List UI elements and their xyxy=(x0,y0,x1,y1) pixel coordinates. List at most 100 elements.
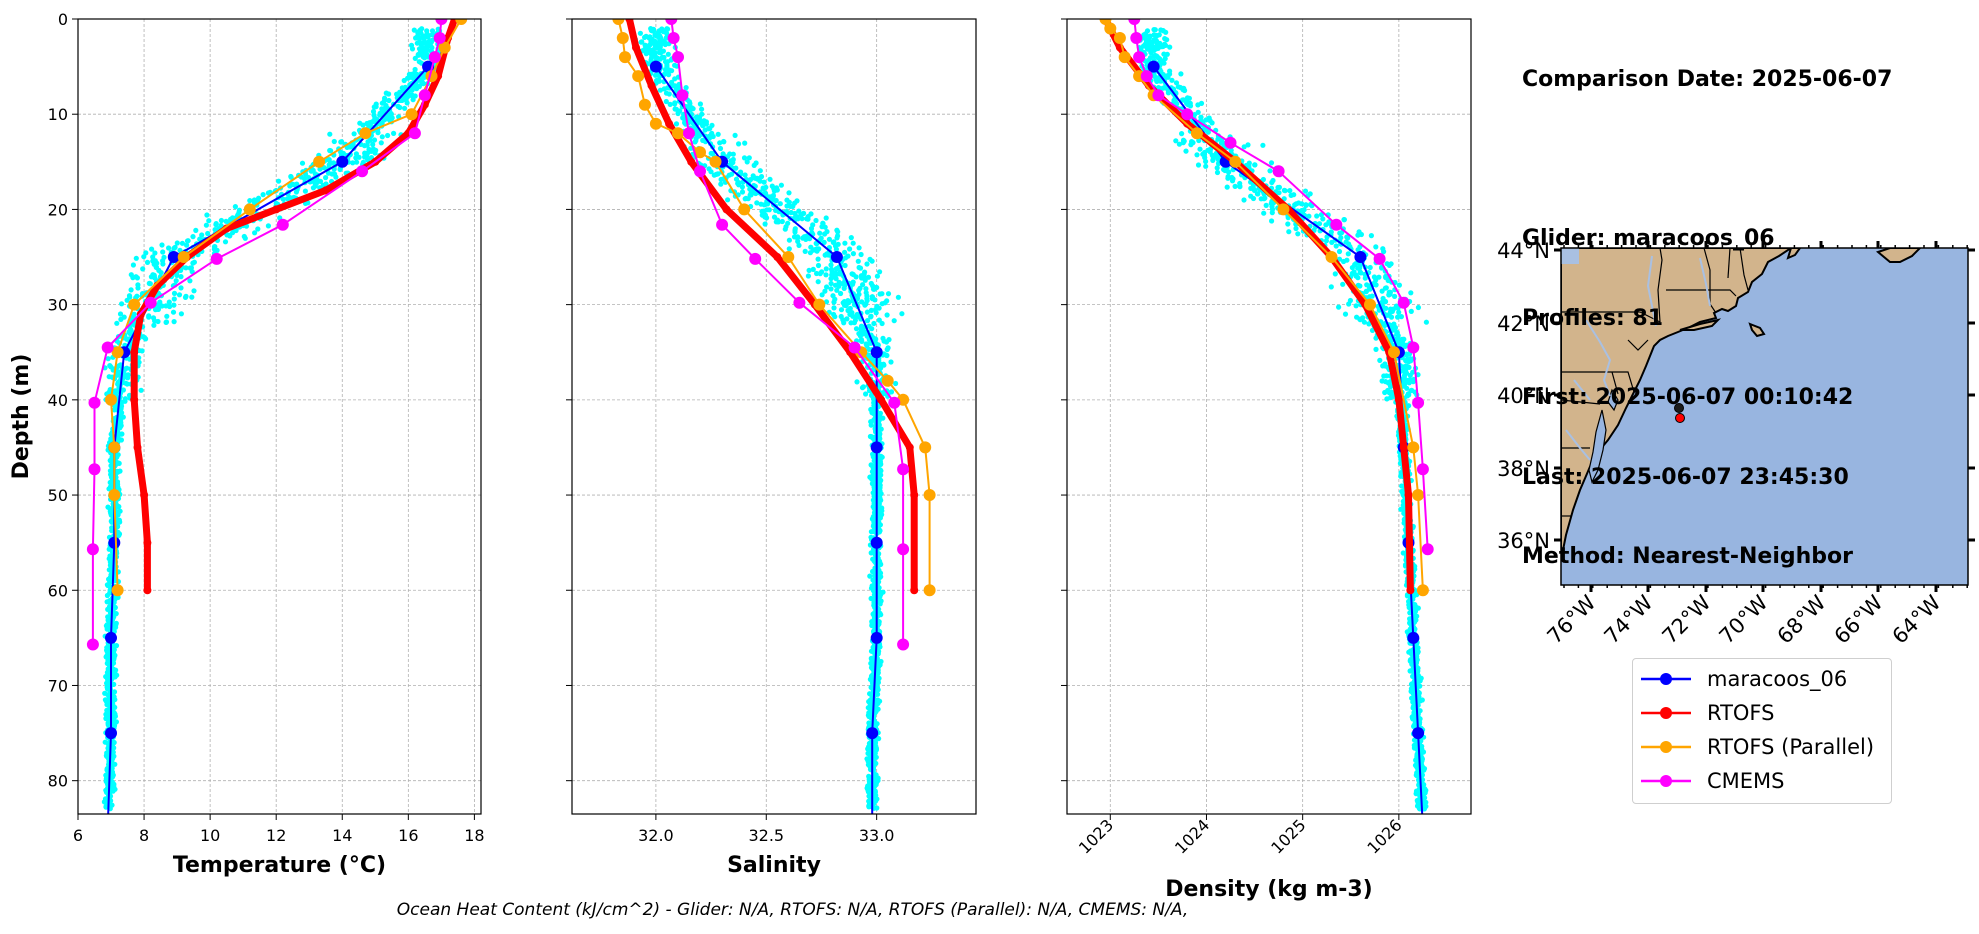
x-tick-label: 6 xyxy=(73,826,83,845)
y-tick-label: 80 xyxy=(48,772,68,791)
glider-obs-point xyxy=(222,239,229,245)
glider-obs-point xyxy=(858,251,864,258)
glider-obs-point xyxy=(114,320,120,326)
series-cmems xyxy=(86,19,448,651)
glider-obs-point xyxy=(832,314,838,320)
glider-obs-point xyxy=(877,291,883,297)
glider-obs-point xyxy=(815,279,821,285)
glider-obs-point xyxy=(1373,244,1379,250)
glider-obs-point xyxy=(899,311,905,317)
glider-obs-point xyxy=(665,71,671,77)
glider-obs-point xyxy=(1181,138,1187,144)
glider-obs-point xyxy=(1195,162,1202,168)
glider-obs-point xyxy=(118,431,124,437)
x-tick-label: 33.0 xyxy=(859,826,895,845)
glider-obs-point xyxy=(1281,187,1287,193)
glider-obs-point xyxy=(124,336,130,342)
glider-obs-point xyxy=(241,233,247,240)
glider-obs-point xyxy=(875,775,881,781)
glider-obs-point xyxy=(871,482,877,488)
glider-obs-point xyxy=(150,254,156,260)
glider-obs-point xyxy=(792,229,798,235)
glider-obs-point xyxy=(824,284,830,290)
glider-obs-point xyxy=(203,222,209,228)
glider-obs-point xyxy=(637,30,644,36)
glider-obs-point xyxy=(1404,629,1410,635)
series-point xyxy=(105,393,117,406)
series-point xyxy=(910,586,919,595)
glider-obs-point xyxy=(847,246,853,252)
glider-obs-point xyxy=(838,290,844,297)
glider-obs-point xyxy=(211,244,218,250)
series-point xyxy=(672,51,684,64)
series-point xyxy=(438,41,451,54)
glider-obs-point xyxy=(717,140,723,146)
x-tick-label: 10 xyxy=(200,826,220,845)
glider-obs-point xyxy=(189,269,195,275)
glider-obs-point xyxy=(1395,314,1401,320)
glider-obs-point xyxy=(1373,346,1379,352)
glider-obs-point xyxy=(151,322,157,328)
glider-obs-point xyxy=(401,77,407,84)
glider-obs-point xyxy=(761,179,767,185)
glider-obs-point xyxy=(116,531,123,537)
glider-obs-point xyxy=(1353,261,1359,267)
glider-obs-point xyxy=(850,240,856,246)
glider-obs-point xyxy=(353,155,359,161)
glider-obs-point xyxy=(1183,148,1189,154)
series-point xyxy=(632,70,645,83)
glider-obs-point xyxy=(884,346,890,353)
glider-obs-point xyxy=(648,41,654,47)
glider-obs-point xyxy=(878,574,884,580)
glider-obs-point xyxy=(869,583,875,589)
glider-obs-point xyxy=(803,236,809,242)
glider-obs-point xyxy=(658,35,664,41)
glider-obs-point xyxy=(111,753,117,759)
glider-obs-point xyxy=(424,51,430,57)
glider-obs-point xyxy=(302,188,308,194)
glider-obs-point xyxy=(1396,282,1402,288)
glider-obs-point xyxy=(821,239,827,245)
glider-obs-point xyxy=(802,248,808,254)
glider-obs-point xyxy=(717,145,724,152)
glider-obs-point xyxy=(888,359,894,365)
series-point xyxy=(632,43,640,52)
glider-obs-point xyxy=(1343,239,1349,245)
glider-obs-point xyxy=(697,101,704,107)
glider-obs-point xyxy=(1270,177,1276,184)
glider-obs-point xyxy=(649,55,655,61)
glider-obs-point xyxy=(332,171,338,177)
glider-obs-point xyxy=(869,326,875,332)
series-line xyxy=(91,19,443,645)
glider-obs-point xyxy=(1355,282,1361,288)
glider-obs-point xyxy=(280,196,286,202)
glider-obs-point xyxy=(869,355,875,361)
glider-obs-point xyxy=(878,497,884,503)
glider-obs-point xyxy=(193,227,199,233)
glider-obs-point xyxy=(666,91,672,97)
glider-obs-point xyxy=(104,707,110,714)
glider-obs-point xyxy=(395,103,401,109)
glider-scatter xyxy=(1133,27,1429,812)
series-point xyxy=(676,89,689,102)
glider-obs-point xyxy=(869,619,875,625)
glider-obs-point xyxy=(288,173,294,180)
glider-obs-point xyxy=(1155,85,1162,91)
glider-obs-point xyxy=(312,180,318,186)
glider-obs-point xyxy=(171,296,177,302)
series-point xyxy=(881,374,894,387)
series-point xyxy=(130,348,139,357)
glider-obs-point xyxy=(370,141,376,148)
glider-obs-point xyxy=(744,159,750,165)
glider-obs-point xyxy=(106,389,112,395)
glider-obs-point xyxy=(111,721,117,727)
glider-obs-point xyxy=(1269,218,1275,224)
glider-obs-point xyxy=(854,379,860,385)
glider-obs-point xyxy=(764,215,770,221)
series-point xyxy=(612,19,625,25)
glider-obs-point xyxy=(826,236,833,242)
glider-obs-point xyxy=(1268,160,1275,166)
glider-obs-point xyxy=(784,203,790,209)
glider-obs-point xyxy=(786,237,793,243)
glider-obs-point xyxy=(876,675,882,681)
